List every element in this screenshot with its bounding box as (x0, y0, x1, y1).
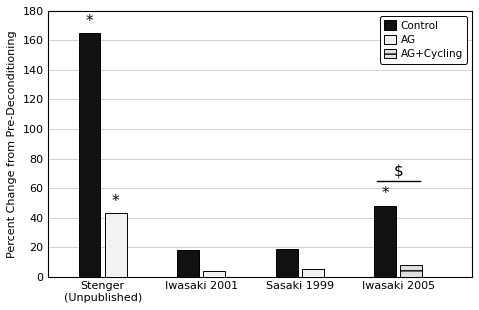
Bar (276, 249, 297, 277)
Text: *: * (86, 14, 93, 29)
Text: *: * (381, 186, 389, 201)
Bar (400, 265, 422, 277)
Bar (375, 206, 396, 277)
Bar (105, 213, 126, 277)
Bar (177, 250, 199, 277)
Bar (79, 33, 101, 277)
Bar (203, 271, 225, 277)
Bar (302, 269, 323, 277)
Y-axis label: Percent Change from Pre-Deconditioning: Percent Change from Pre-Deconditioning (7, 30, 17, 258)
Text: *: * (112, 194, 119, 209)
Text: $: $ (393, 163, 403, 179)
Legend: Control, AG, AG+Cycling: Control, AG, AG+Cycling (379, 16, 467, 64)
